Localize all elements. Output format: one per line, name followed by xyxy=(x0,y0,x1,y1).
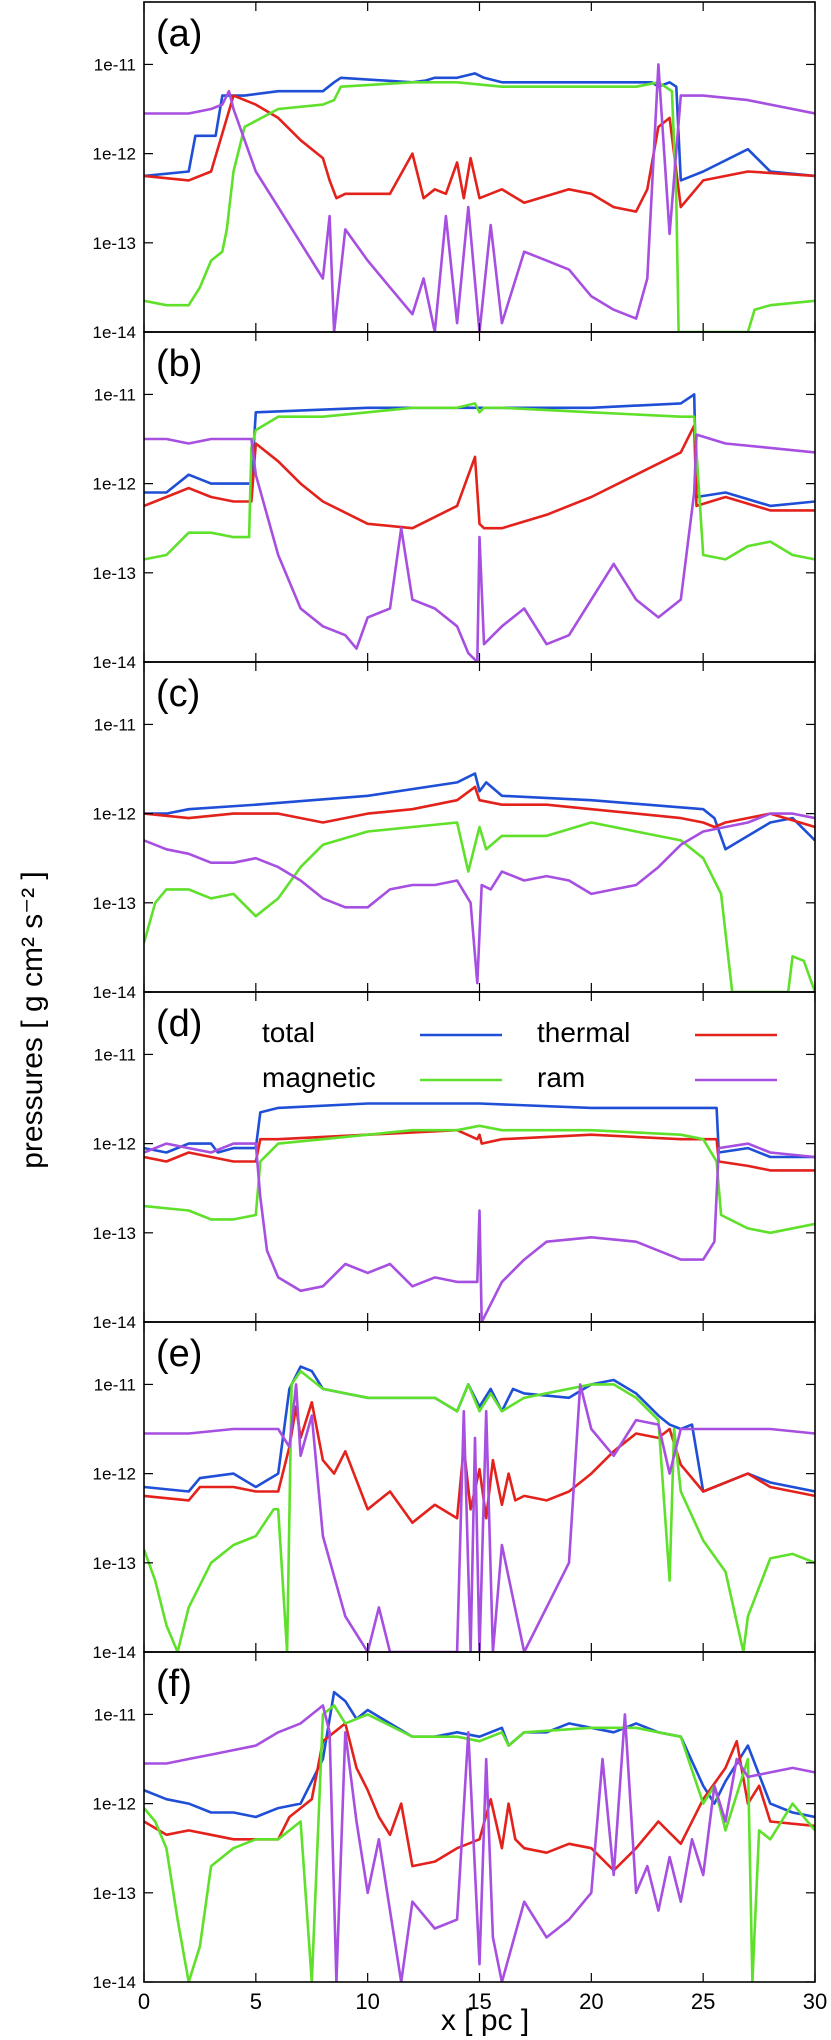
series-line-magnetic xyxy=(144,81,815,332)
y-tick-label: 1e-12 xyxy=(93,805,136,824)
panel-label: (a) xyxy=(156,13,202,55)
series-line-thermal xyxy=(144,94,815,213)
panel-label: (e) xyxy=(156,1333,202,1375)
y-tick-label: 1e-13 xyxy=(93,1224,136,1243)
y-tick-label: 1e-12 xyxy=(93,145,136,164)
series-group xyxy=(144,1690,815,1982)
panel-label: (c) xyxy=(156,673,200,715)
series-line-ram xyxy=(144,1383,815,1652)
y-tick-label: 1e-13 xyxy=(93,894,136,913)
y-tick-label: 1e-14 xyxy=(93,323,136,342)
series-line-ram xyxy=(144,812,815,985)
y-tick-label: 1e-11 xyxy=(94,385,136,404)
legend-label-thermal: thermal xyxy=(537,1017,630,1048)
x-tick-label: 20 xyxy=(579,1989,603,2014)
x-tick-label: 0 xyxy=(138,1989,150,2014)
series-group xyxy=(144,772,815,992)
series-line-magnetic xyxy=(144,1124,815,1235)
series-line-total xyxy=(144,772,815,851)
y-tick-label: 1e-14 xyxy=(93,1313,136,1332)
panel-f: 1e-14 1e-13 1e-12 1e-11 (f) 0 5 10 15 20 25 30 xyxy=(93,1651,827,2014)
y-tick-label: 1e-11 xyxy=(94,1045,136,1064)
panel-b: 1e-14 1e-13 1e-12 1e-11 (b) xyxy=(93,331,816,672)
y-tick-label: 1e-12 xyxy=(93,475,136,494)
legend-label-magnetic: magnetic xyxy=(262,1062,376,1093)
panel-label: (f) xyxy=(156,1663,192,1705)
series-line-magnetic xyxy=(144,821,815,992)
y-tick-label: 1e-14 xyxy=(93,1643,136,1662)
y-axis-title: pressures [ g cm² s⁻² ] xyxy=(16,871,49,1169)
panel-label: (d) xyxy=(156,1003,202,1045)
panel-a: 1e-14 1e-13 1e-12 1e-11 (a) xyxy=(93,1,816,342)
y-tick-label: 1e-11 xyxy=(94,1375,136,1394)
y-tick-label: 1e-11 xyxy=(94,715,136,734)
series-line-total xyxy=(144,1690,815,1819)
series-line-ram xyxy=(144,1142,815,1322)
panel-label: (b) xyxy=(156,343,202,385)
series-line-thermal xyxy=(144,424,815,530)
series-line-thermal xyxy=(144,1401,815,1524)
panel-e: 1e-14 1e-13 1e-12 1e-11 (e) xyxy=(93,1321,816,1662)
x-tick-label: 5 xyxy=(250,1989,262,2014)
y-tick-label: 1e-12 xyxy=(93,1795,136,1814)
x-tick-label: 25 xyxy=(691,1989,715,2014)
legend-label-ram: ram xyxy=(537,1062,585,1093)
y-tick-label: 1e-14 xyxy=(93,983,136,1002)
series-line-ram xyxy=(144,433,815,662)
series-line-thermal xyxy=(144,1722,815,1872)
panel-c: 1e-14 1e-13 1e-12 1e-11 (c) xyxy=(93,661,816,1002)
y-tick-label: 1e-13 xyxy=(93,234,136,253)
series-line-ram xyxy=(144,1704,815,1982)
x-tick-label: 10 xyxy=(355,1989,379,2014)
series-group xyxy=(144,1365,815,1652)
y-tick-label: 1e-13 xyxy=(93,1884,136,1903)
panel-d: 1e-14 1e-13 1e-12 1e-11 (d) total thermal magne… xyxy=(93,991,816,1332)
series-group xyxy=(144,1102,815,1322)
series-group xyxy=(144,63,815,332)
series-line-magnetic xyxy=(144,1369,815,1652)
legend: total thermal magnetic ram xyxy=(262,1017,777,1093)
series-line-total xyxy=(144,1365,815,1493)
panels-group: 1e-141e-131e-121e-11(a)1e-141e-131e-121e… xyxy=(93,1,827,2014)
y-tick-label: 1e-11 xyxy=(94,55,136,74)
x-axis-title: x [ pc ] xyxy=(441,2004,529,2037)
y-tick-label: 1e-14 xyxy=(93,653,136,672)
series-line-thermal xyxy=(144,1128,815,1172)
series-line-thermal xyxy=(144,785,815,829)
series-line-magnetic xyxy=(144,1704,815,1982)
series-line-magnetic xyxy=(144,402,815,561)
y-tick-label: 1e-13 xyxy=(93,564,136,583)
x-tick-label: 15 xyxy=(467,1989,491,2014)
series-line-total xyxy=(144,1102,815,1159)
panel-frame xyxy=(143,331,816,663)
y-tick-label: 1e-12 xyxy=(93,1135,136,1154)
series-group xyxy=(144,393,815,662)
series-line-ram xyxy=(144,63,815,332)
y-tick-label: 1e-14 xyxy=(93,1973,136,1992)
y-tick-label: 1e-11 xyxy=(94,1705,136,1724)
x-tick-label: 30 xyxy=(803,1989,827,2014)
y-tick-label: 1e-12 xyxy=(93,1465,136,1484)
y-tick-label: 1e-13 xyxy=(93,1554,136,1573)
legend-label-total: total xyxy=(262,1017,315,1048)
